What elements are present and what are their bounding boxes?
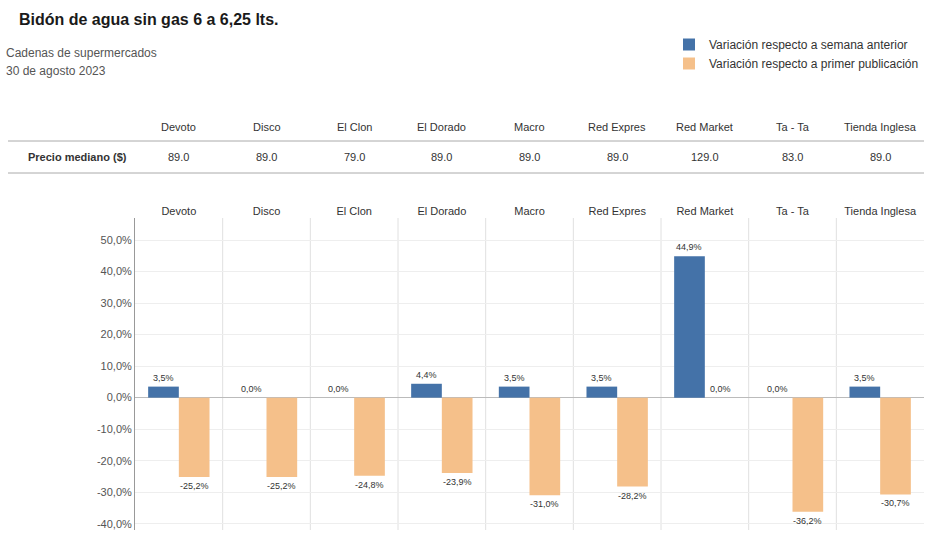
svg-text:Red Market: Red Market [676, 121, 733, 133]
svg-text:Cadenas de supermercados: Cadenas de supermercados [6, 46, 157, 60]
svg-text:El Clon: El Clon [336, 205, 371, 217]
svg-text:44,9%: 44,9% [676, 242, 702, 252]
svg-text:-25,2%: -25,2% [180, 481, 209, 491]
svg-text:0,0%: 0,0% [710, 384, 731, 394]
svg-text:30,0%: 30,0% [101, 297, 132, 309]
svg-text:89.0: 89.0 [870, 151, 891, 163]
svg-text:El Dorado: El Dorado [417, 121, 466, 133]
svg-text:-20,0%: -20,0% [97, 455, 132, 467]
svg-text:-30,7%: -30,7% [881, 498, 910, 508]
svg-text:Tienda Inglesa: Tienda Inglesa [844, 121, 917, 133]
svg-text:Red Market: Red Market [676, 205, 733, 217]
svg-text:0,0%: 0,0% [241, 384, 262, 394]
svg-text:89.0: 89.0 [431, 151, 452, 163]
svg-text:Ta - Ta: Ta - Ta [776, 121, 810, 133]
svg-text:89.0: 89.0 [168, 151, 189, 163]
svg-text:El Clon: El Clon [337, 121, 372, 133]
svg-text:89.0: 89.0 [519, 151, 540, 163]
svg-text:0,0%: 0,0% [107, 391, 132, 403]
svg-text:Precio mediano ($): Precio mediano ($) [28, 151, 127, 163]
svg-text:-40,0%: -40,0% [97, 518, 132, 530]
svg-text:Red Expres: Red Expres [588, 121, 646, 133]
svg-text:83.0: 83.0 [782, 151, 803, 163]
svg-text:-23,9%: -23,9% [443, 477, 472, 487]
svg-text:129.0: 129.0 [691, 151, 719, 163]
svg-text:El Dorado: El Dorado [417, 205, 466, 217]
svg-text:Variación respecto a primer pu: Variación respecto a primer publicación [709, 57, 918, 71]
svg-text:Ta - Ta: Ta - Ta [776, 205, 810, 217]
svg-text:Disco: Disco [253, 121, 281, 133]
svg-text:-30,0%: -30,0% [97, 486, 132, 498]
svg-text:3,5%: 3,5% [854, 373, 875, 383]
svg-text:Bidón de agua sin gas 6 a 6,25: Bidón de agua sin gas 6 a 6,25 lts. [19, 11, 279, 28]
svg-text:89.0: 89.0 [256, 151, 277, 163]
svg-text:Tienda Inglesa: Tienda Inglesa [844, 205, 917, 217]
svg-text:10,0%: 10,0% [101, 360, 132, 372]
svg-text:-10,0%: -10,0% [97, 423, 132, 435]
svg-text:Macro: Macro [514, 121, 545, 133]
svg-text:40,0%: 40,0% [101, 265, 132, 277]
svg-text:3,5%: 3,5% [591, 373, 612, 383]
svg-text:-25,2%: -25,2% [267, 481, 296, 491]
svg-text:-36,2%: -36,2% [793, 516, 822, 526]
svg-text:Macro: Macro [514, 205, 545, 217]
svg-text:Disco: Disco [253, 205, 281, 217]
svg-text:-24,8%: -24,8% [355, 480, 384, 490]
svg-text:Variación respecto a semana an: Variación respecto a semana anterior [709, 38, 908, 52]
svg-text:4,4%: 4,4% [416, 370, 437, 380]
svg-text:3,5%: 3,5% [504, 373, 525, 383]
svg-text:89.0: 89.0 [607, 151, 628, 163]
svg-text:0,0%: 0,0% [767, 384, 788, 394]
svg-text:-31,0%: -31,0% [530, 499, 559, 509]
svg-text:-28,2%: -28,2% [618, 491, 647, 501]
svg-text:50,0%: 50,0% [101, 234, 132, 246]
svg-text:Devoto: Devoto [161, 205, 196, 217]
svg-text:Devoto: Devoto [161, 121, 196, 133]
svg-text:30 de agosto 2023: 30 de agosto 2023 [6, 64, 106, 78]
svg-text:20,0%: 20,0% [101, 328, 132, 340]
svg-text:3,5%: 3,5% [153, 373, 174, 383]
svg-text:Red Expres: Red Expres [588, 205, 646, 217]
svg-text:79.0: 79.0 [344, 151, 365, 163]
svg-text:0,0%: 0,0% [328, 384, 349, 394]
